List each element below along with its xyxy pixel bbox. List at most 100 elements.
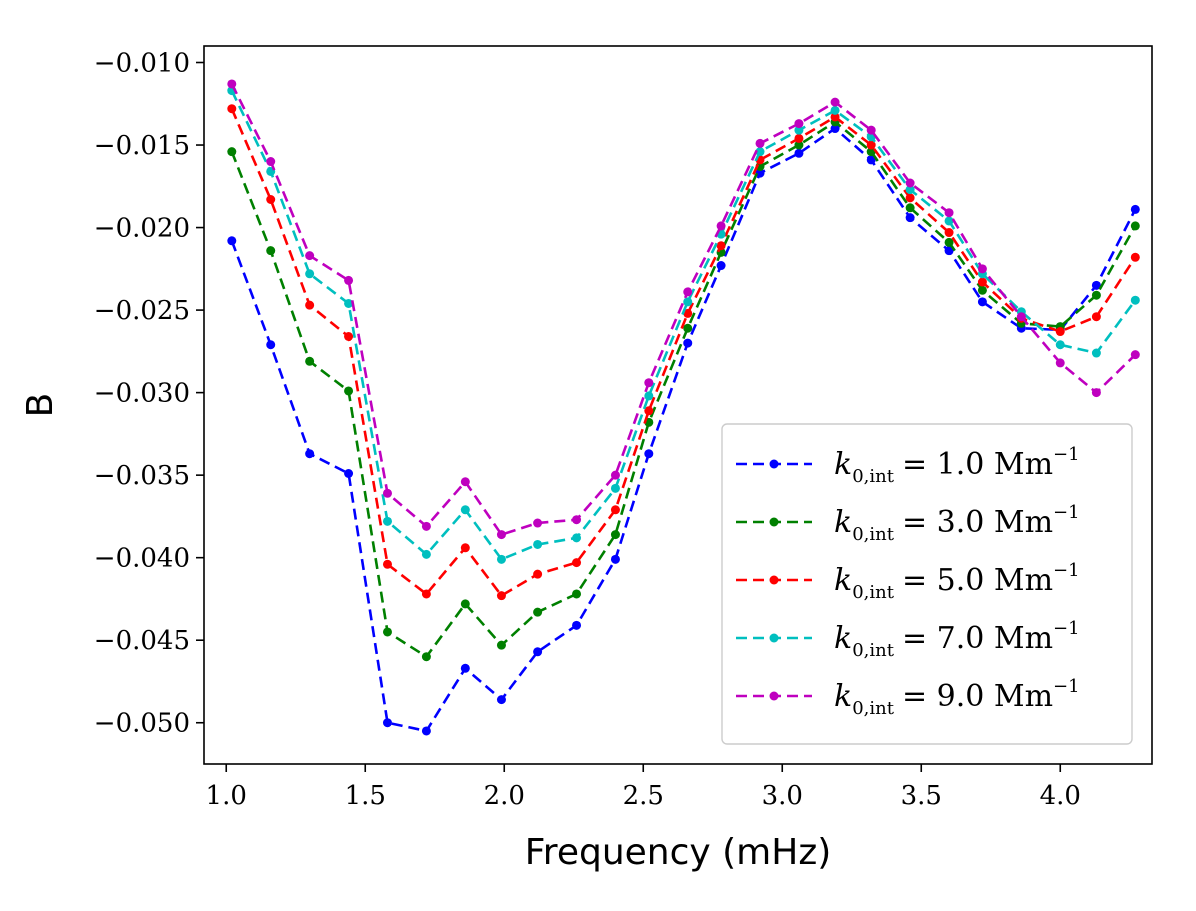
legend-marker xyxy=(769,575,779,585)
data-point xyxy=(1130,295,1140,305)
data-point xyxy=(644,391,654,401)
data-point xyxy=(644,378,654,388)
data-point xyxy=(794,148,804,158)
series-layer xyxy=(227,79,1140,736)
data-point xyxy=(460,477,470,487)
legend-entry: k0,int = 5.0 Mm−1 xyxy=(736,560,1080,603)
series-4 xyxy=(227,86,1140,564)
data-point xyxy=(266,340,276,350)
data-point xyxy=(382,488,392,498)
legend-entry: k0,int = 9.0 Mm−1 xyxy=(736,676,1080,719)
data-point xyxy=(716,241,726,251)
legend-entry: k0,int = 1.0 Mm−1 xyxy=(736,444,1080,487)
data-point xyxy=(533,607,543,617)
x-tick-label: 1.5 xyxy=(345,781,386,811)
data-point xyxy=(1055,327,1065,337)
data-point xyxy=(382,718,392,728)
data-point xyxy=(305,269,315,279)
data-point xyxy=(683,338,693,348)
data-point xyxy=(1091,312,1101,322)
y-tick-label: −0.025 xyxy=(94,296,190,326)
y-tick-label: −0.030 xyxy=(94,379,190,409)
data-point xyxy=(644,406,654,416)
legend-value: = 3.0 Mm xyxy=(902,505,1053,540)
y-tick-label: −0.015 xyxy=(94,131,190,161)
data-point xyxy=(460,663,470,673)
x-tick-label: 1.0 xyxy=(206,781,247,811)
data-point xyxy=(266,195,276,205)
data-point xyxy=(227,236,237,246)
legend-label: k0,int = 9.0 Mm−1 xyxy=(834,676,1080,719)
legend-var: k xyxy=(834,505,852,540)
legend-superscript: −1 xyxy=(1053,444,1080,465)
data-point xyxy=(305,251,315,261)
data-point xyxy=(1016,312,1026,322)
data-point xyxy=(866,155,876,165)
legend-subscript: 0,int xyxy=(852,524,895,545)
data-point xyxy=(344,275,354,285)
legend-marker xyxy=(769,633,779,643)
legend-var: k xyxy=(834,621,852,656)
legend-subscript: 0,int xyxy=(852,698,895,719)
data-point xyxy=(460,505,470,515)
data-point xyxy=(794,119,804,129)
data-point xyxy=(1130,350,1140,360)
data-point xyxy=(572,620,582,630)
data-point xyxy=(794,140,804,150)
data-point xyxy=(794,125,804,135)
legend-value: = 5.0 Mm xyxy=(902,563,1053,598)
legend-marker xyxy=(769,517,779,527)
data-point xyxy=(227,104,237,114)
data-point xyxy=(533,539,543,549)
data-point xyxy=(977,264,987,274)
data-point xyxy=(344,298,354,308)
data-point xyxy=(460,599,470,609)
legend-value: = 1.0 Mm xyxy=(902,447,1053,482)
x-tick-label: 4.0 xyxy=(1040,781,1081,811)
legend-subscript: 0,int xyxy=(852,582,895,603)
data-point xyxy=(944,237,954,247)
data-point xyxy=(716,221,726,231)
data-point xyxy=(1130,204,1140,214)
data-point xyxy=(460,543,470,553)
data-point xyxy=(533,518,543,528)
data-point xyxy=(610,483,620,493)
legend-subscript: 0,int xyxy=(852,640,895,661)
data-point xyxy=(830,112,840,122)
data-point xyxy=(496,554,506,564)
data-point xyxy=(305,300,315,310)
data-point xyxy=(610,505,620,515)
data-point xyxy=(610,530,620,540)
data-point xyxy=(421,726,431,736)
data-point xyxy=(1091,388,1101,398)
data-point xyxy=(683,287,693,297)
y-tick-label: −0.010 xyxy=(94,49,190,79)
data-point xyxy=(944,216,954,226)
data-point xyxy=(1091,280,1101,290)
legend-var: k xyxy=(834,679,852,714)
legend-label: k0,int = 3.0 Mm−1 xyxy=(834,502,1080,545)
data-point xyxy=(533,569,543,579)
legend-value: = 7.0 Mm xyxy=(902,621,1053,656)
legend-superscript: −1 xyxy=(1053,560,1080,581)
data-point xyxy=(830,97,840,107)
legend-label: k0,int = 7.0 Mm−1 xyxy=(834,618,1080,661)
data-point xyxy=(755,138,765,148)
data-point xyxy=(421,589,431,599)
data-point xyxy=(866,140,876,150)
plot-frame xyxy=(203,45,1153,765)
data-point xyxy=(866,125,876,135)
data-point xyxy=(496,530,506,540)
data-point xyxy=(227,147,237,157)
data-point xyxy=(421,521,431,531)
legend-label: k0,int = 5.0 Mm−1 xyxy=(834,560,1080,603)
data-point xyxy=(755,168,765,178)
legend-marker xyxy=(769,459,779,469)
legend-superscript: −1 xyxy=(1053,676,1080,697)
legend-var: k xyxy=(834,563,852,598)
data-point xyxy=(572,558,582,568)
data-point xyxy=(977,277,987,287)
data-point xyxy=(683,308,693,318)
data-point xyxy=(610,554,620,564)
